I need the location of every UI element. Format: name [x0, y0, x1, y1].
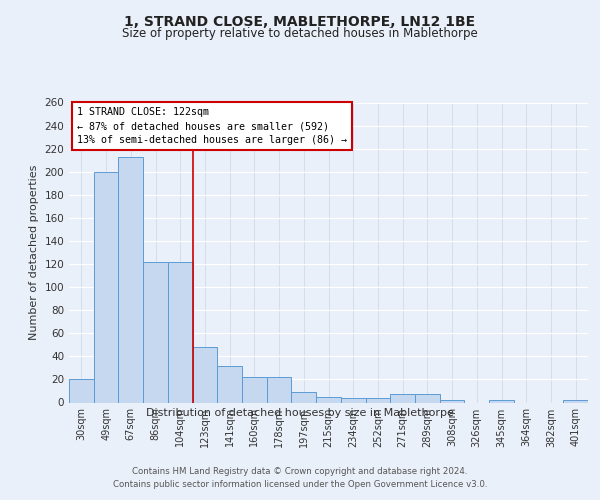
- Bar: [316, 396, 341, 402]
- Text: Contains HM Land Registry data © Crown copyright and database right 2024.: Contains HM Land Registry data © Crown c…: [132, 468, 468, 476]
- Bar: [292, 392, 316, 402]
- Bar: [341, 398, 365, 402]
- Bar: [267, 377, 292, 402]
- Bar: [118, 156, 143, 402]
- Y-axis label: Number of detached properties: Number of detached properties: [29, 165, 39, 340]
- Bar: [143, 262, 168, 402]
- Bar: [168, 262, 193, 402]
- Text: Contains public sector information licensed under the Open Government Licence v3: Contains public sector information licen…: [113, 480, 487, 489]
- Text: Distribution of detached houses by size in Mablethorpe: Distribution of detached houses by size …: [146, 408, 454, 418]
- Text: Size of property relative to detached houses in Mablethorpe: Size of property relative to detached ho…: [122, 28, 478, 40]
- Bar: [217, 366, 242, 403]
- Bar: [94, 172, 118, 402]
- Bar: [69, 380, 94, 402]
- Bar: [563, 400, 588, 402]
- Bar: [242, 377, 267, 402]
- Text: 1, STRAND CLOSE, MABLETHORPE, LN12 1BE: 1, STRAND CLOSE, MABLETHORPE, LN12 1BE: [124, 15, 476, 29]
- Text: 1 STRAND CLOSE: 122sqm
← 87% of detached houses are smaller (592)
13% of semi-de: 1 STRAND CLOSE: 122sqm ← 87% of detached…: [77, 107, 347, 145]
- Bar: [440, 400, 464, 402]
- Bar: [489, 400, 514, 402]
- Bar: [193, 347, 217, 403]
- Bar: [390, 394, 415, 402]
- Bar: [415, 394, 440, 402]
- Bar: [365, 398, 390, 402]
